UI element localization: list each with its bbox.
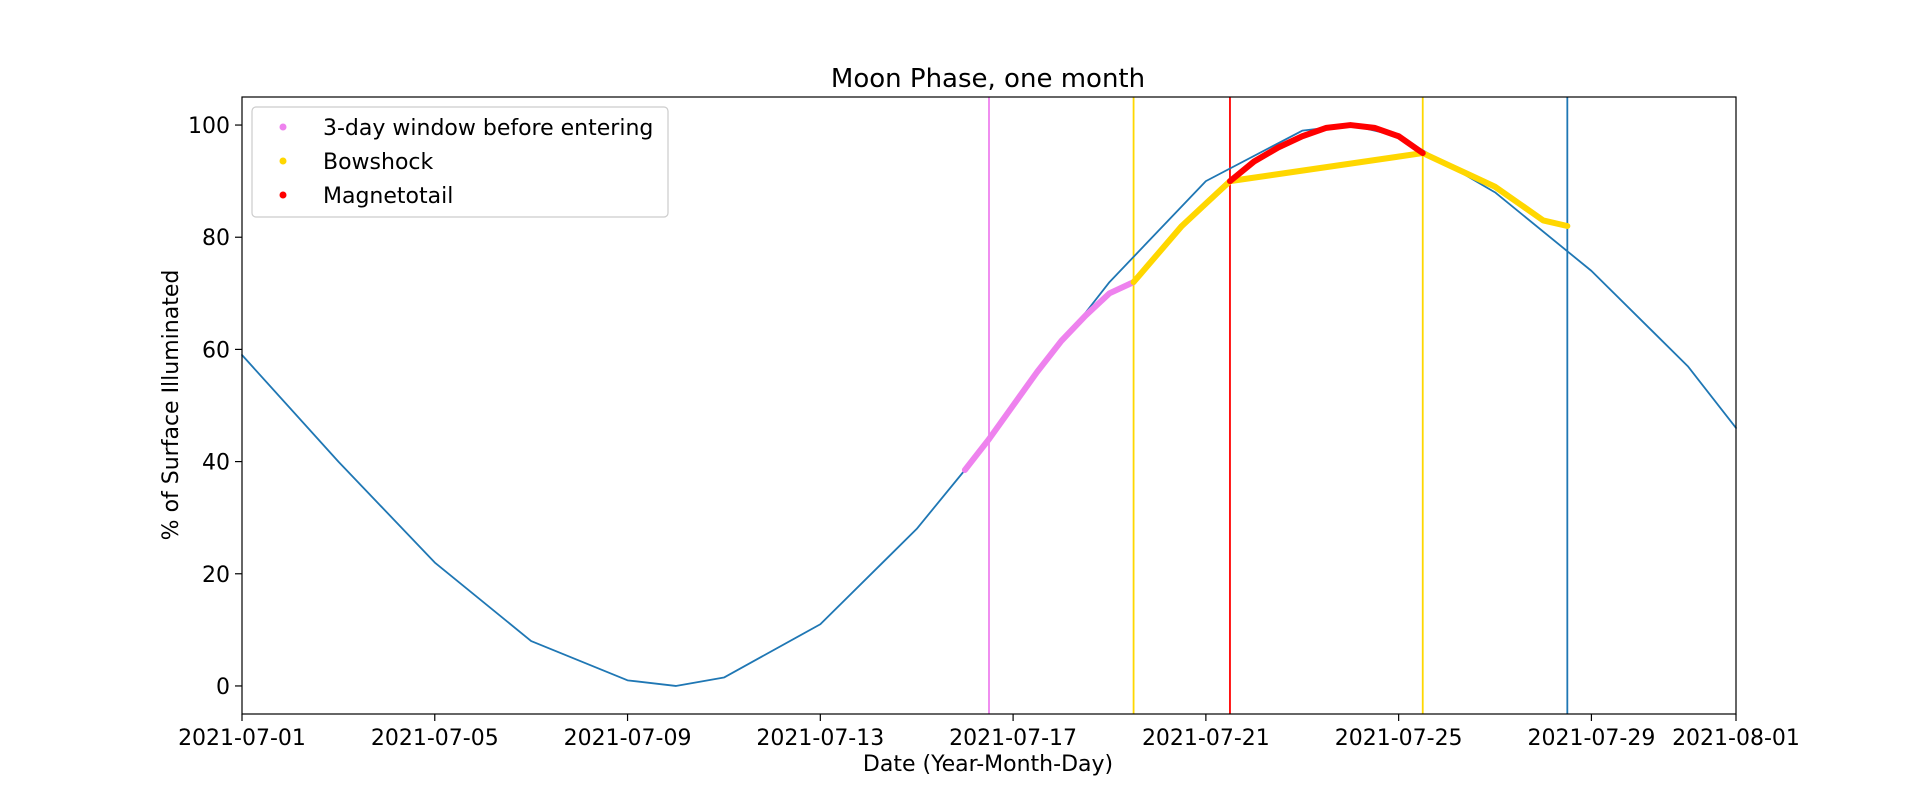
- y-axis-ticks: 0 20 40 60 80 100: [188, 114, 242, 700]
- y-tick-label: 100: [188, 114, 230, 139]
- y-tick-label: 60: [202, 338, 230, 363]
- y-axis-label: % of Surface Illuminated: [159, 270, 184, 541]
- x-axis-ticks: 2021-07-01 2021-07-05 2021-07-09 2021-07-13…: [178, 714, 1800, 751]
- chart-title: Moon Phase, one month: [831, 64, 1145, 94]
- x-tick-label: 2021-07-17: [949, 726, 1077, 751]
- x-tick-label: 2021-07-21: [1142, 726, 1270, 751]
- y-tick-label: 0: [216, 675, 230, 700]
- legend-marker-3-day-window-before-entering: [279, 123, 287, 131]
- x-tick-label: 2021-07-13: [756, 726, 884, 751]
- marker-lines: [988, 97, 1569, 714]
- legend-label-bowshock: Bowshock: [323, 150, 434, 175]
- series-line-3-day-window-before-entering: [961, 279, 1137, 473]
- legend: 3-day window before entering Bowshock Magn…: [251, 106, 669, 218]
- x-axis-label: Date (Year-Month-Day): [863, 752, 1113, 777]
- y-tick-label: 80: [202, 226, 230, 251]
- y-tick-label: 40: [202, 451, 230, 476]
- x-tick-label: 2021-07-05: [371, 726, 499, 751]
- legend-box: [251, 106, 669, 218]
- legend-label-3-day-window-before-entering: 3-day window before entering: [323, 116, 653, 141]
- legend-marker-magnetotail: [279, 191, 287, 199]
- series-line-magnetotail: [1226, 122, 1426, 185]
- y-tick-label: 20: [202, 563, 230, 588]
- series-line-bowshock: [1130, 150, 1571, 286]
- x-tick-label: 2021-07-01: [178, 726, 306, 751]
- plot-frame: [241, 96, 1737, 715]
- x-tick-label: 2021-07-29: [1527, 726, 1655, 751]
- x-tick-label: 2021-07-09: [564, 726, 692, 751]
- x-tick-label: 2021-08-01: [1672, 726, 1800, 751]
- legend-label-magnetotail: Magnetotail: [323, 184, 453, 209]
- x-tick-label: 2021-07-25: [1335, 726, 1463, 751]
- legend-marker-bowshock: [279, 157, 287, 165]
- series-layer: [241, 122, 1737, 687]
